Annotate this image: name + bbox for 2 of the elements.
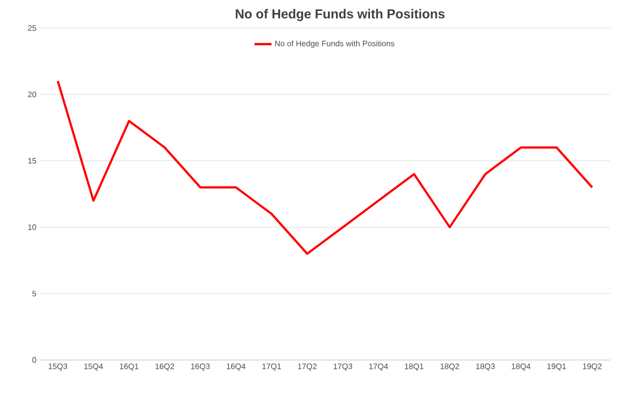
chart-title: No of Hedge Funds with Positions	[236, 8, 445, 22]
line-series	[56, 80, 594, 255]
